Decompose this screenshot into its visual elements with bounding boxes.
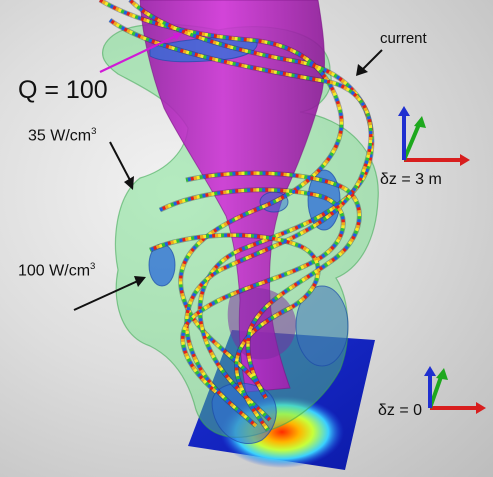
axis-triad-lower bbox=[424, 366, 486, 414]
current-line-stripe bbox=[159, 188, 345, 394]
current-line-stripe bbox=[185, 171, 362, 399]
dz-lower-label: δz = 0 bbox=[378, 402, 423, 419]
current-line-stripe bbox=[99, 0, 344, 391]
current-line-stripe bbox=[149, 233, 320, 432]
dz-upper-label: δz = 3 m bbox=[380, 171, 442, 188]
annotation-arrows bbox=[73, 32, 383, 311]
current-line-stripe bbox=[149, 233, 320, 432]
heating-100-label: 100 W/cm3 bbox=[18, 261, 96, 280]
current-line-stripe bbox=[149, 233, 320, 432]
current-line-stripe bbox=[108, 18, 373, 428]
current-line-stripe bbox=[108, 18, 373, 428]
q-value-label: Q = 100 bbox=[18, 76, 108, 104]
axis-triad-upper bbox=[398, 106, 470, 166]
current-line-stripe bbox=[185, 171, 362, 399]
heating-35-label: 35 W/cm3 bbox=[28, 126, 97, 145]
current-line-stripe bbox=[128, 0, 374, 422]
current-streamlines bbox=[98, 0, 375, 432]
current-label: current bbox=[380, 30, 427, 47]
current-line-stripe bbox=[159, 188, 345, 394]
current-line-stripe bbox=[99, 0, 344, 391]
current-line-stripe bbox=[185, 171, 362, 399]
current-line-stripe bbox=[159, 188, 345, 394]
